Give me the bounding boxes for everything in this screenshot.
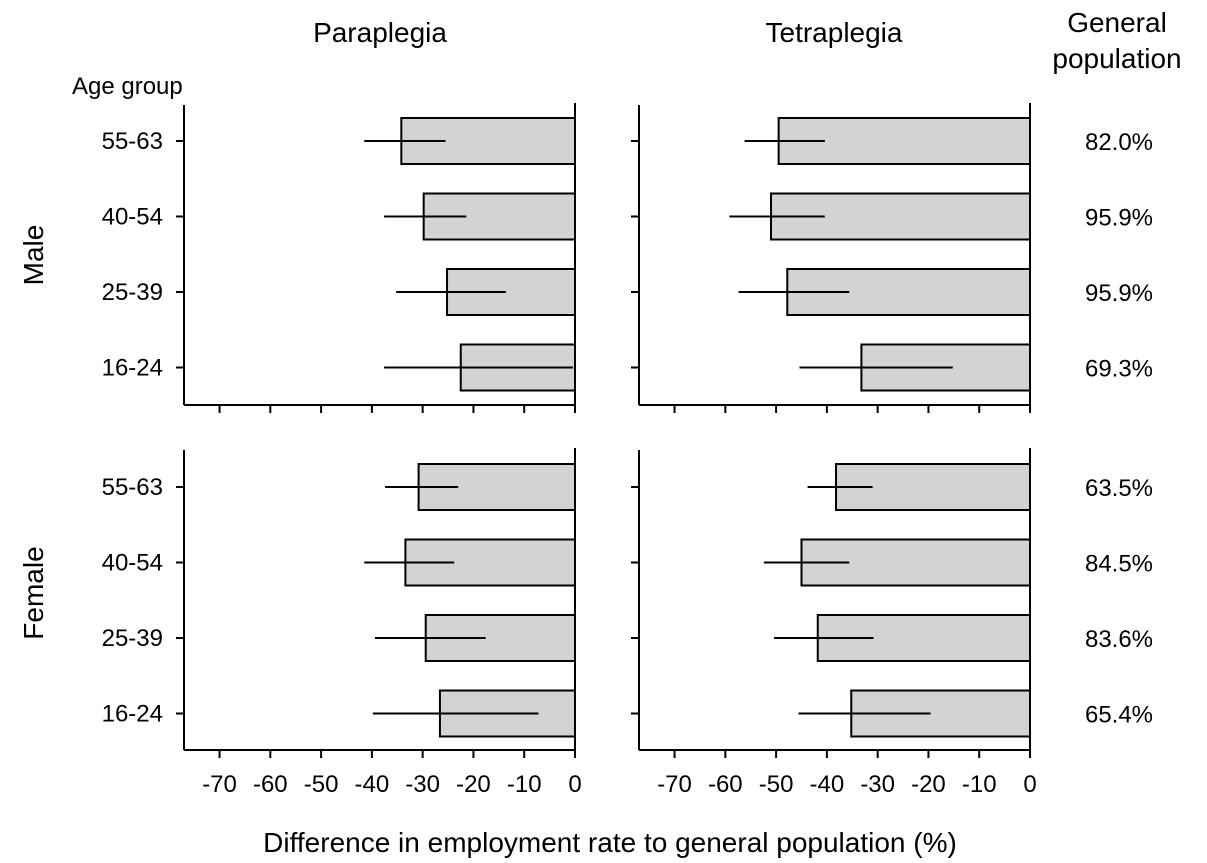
general-population-female-40-54: 84.5%: [1085, 551, 1153, 578]
general-population-title-line2: population: [1052, 43, 1181, 74]
x-tick-label-paraplegia--20: -20: [456, 771, 491, 798]
general-population-male-40-54: 95.9%: [1085, 205, 1153, 232]
row-label-female: Female: [18, 546, 49, 639]
column-title-tetraplegia: Tetraplegia: [766, 17, 903, 48]
general-population-female-25-39: 83.6%: [1085, 626, 1153, 653]
general-population-female-16-24: 65.4%: [1085, 702, 1153, 729]
age-label-male-16-24: 16-24: [102, 355, 163, 382]
general-population-male-25-39: 95.9%: [1085, 280, 1153, 307]
x-tick-label-tetraplegia--40: -40: [810, 771, 845, 798]
x-tick-label-tetraplegia--10: -10: [962, 771, 997, 798]
x-tick-label-paraplegia--50: -50: [304, 771, 339, 798]
x-tick-label-tetraplegia--70: -70: [657, 771, 692, 798]
x-tick-label-paraplegia--30: -30: [405, 771, 440, 798]
panel-female-tetraplegia: [631, 448, 1032, 758]
age-label-female-55-63: 55-63: [102, 474, 163, 501]
x-tick-label-tetraplegia--20: -20: [911, 771, 946, 798]
chart-marks: 55-63 40-54 25-39 16-24 55-63 40-54 25-39 16-24…: [102, 103, 1153, 798]
x-tick-label-tetraplegia--60: -60: [708, 771, 743, 798]
x-tick-label-paraplegia-0: 0: [568, 771, 581, 798]
x-tick-label-paraplegia--70: -70: [202, 771, 237, 798]
age-label-male-25-39: 25-39: [102, 279, 163, 306]
x-tick-label-tetraplegia--30: -30: [860, 771, 895, 798]
panel-male-paraplegia: [176, 103, 577, 413]
x-tick-label-tetraplegia--50: -50: [759, 771, 794, 798]
age-label-female-40-54: 40-54: [102, 550, 163, 577]
general-population-title-line1: General: [1067, 7, 1167, 38]
general-population-male-16-24: 69.3%: [1085, 356, 1153, 383]
age-label-female-16-24: 16-24: [102, 701, 163, 728]
column-title-paraplegia: Paraplegia: [313, 17, 447, 48]
x-tick-label-paraplegia--40: -40: [355, 771, 390, 798]
panel-female-paraplegia: [176, 448, 576, 758]
x-tick-label-tetraplegia-0: 0: [1023, 771, 1036, 798]
row-label-male: Male: [18, 225, 49, 286]
x-tick-label-paraplegia--10: -10: [507, 771, 542, 798]
x-axis-title: Difference in employment rate to general…: [263, 827, 957, 858]
age-label-male-55-63: 55-63: [102, 128, 163, 155]
age-label-male-40-54: 40-54: [102, 204, 163, 231]
panel-male-tetraplegia: [631, 103, 1032, 413]
general-population-male-55-63: 82.0%: [1085, 129, 1153, 156]
x-tick-label-paraplegia--60: -60: [253, 771, 288, 798]
general-population-female-55-63: 63.5%: [1085, 475, 1153, 502]
age-label-female-25-39: 25-39: [102, 625, 163, 652]
age-group-title: Age group: [72, 73, 183, 100]
